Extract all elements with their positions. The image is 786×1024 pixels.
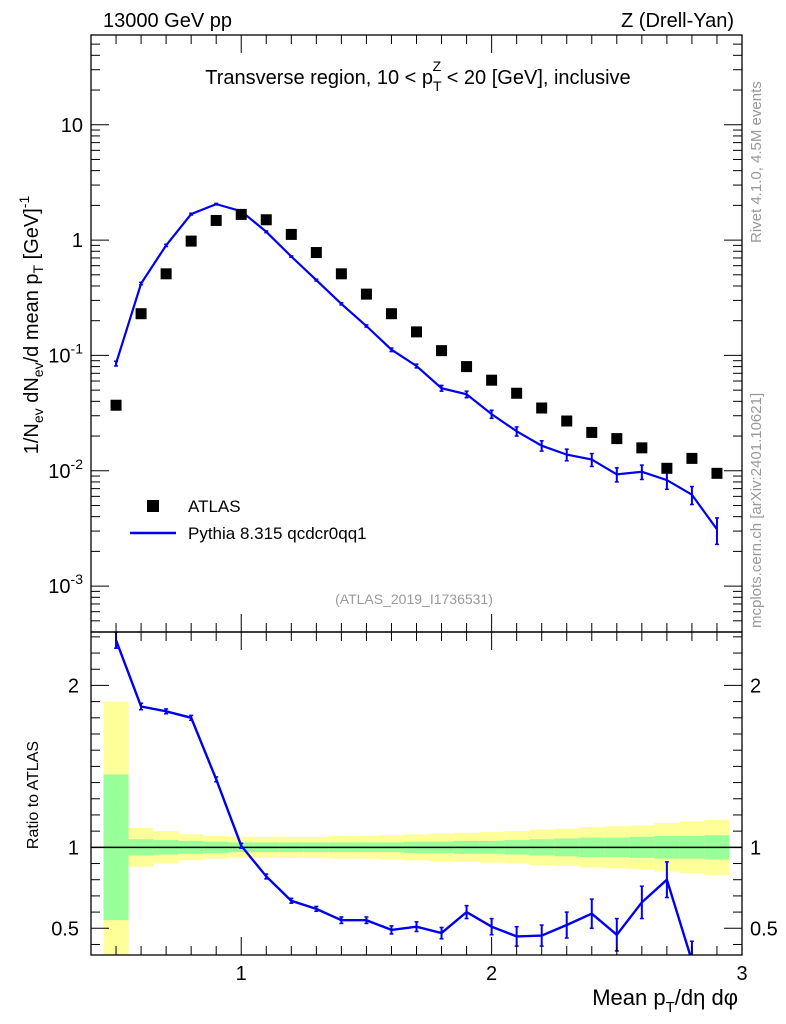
tick-exponent: -1 [71, 340, 84, 356]
legend-pythia-label: Pythia 8.315 qcdcr0qq1 [188, 524, 367, 543]
atlas-point-22 [661, 462, 673, 474]
ratio-ylabel: Ratio to ATLAS [25, 741, 42, 849]
tick-exponent: -3 [71, 571, 84, 587]
atlas-point-13 [436, 345, 448, 357]
tick-exponent: -2 [71, 456, 84, 472]
main-y-tick-label: 10-2 [48, 456, 83, 483]
main-y-tick-label: 10-3 [48, 571, 83, 598]
tick-base: 10 [48, 461, 70, 483]
atlas-point-9 [335, 268, 347, 280]
atlas-point-1 [135, 308, 147, 320]
x-tick-label: 2 [486, 963, 497, 985]
atlas-point-7 [285, 228, 297, 240]
atlas-point-15 [486, 374, 498, 386]
atlas-point-20 [611, 433, 623, 445]
plot-title: Transverse region, 10 < pTZ < 20 [GeV], … [205, 58, 630, 94]
pythia-series-main [114, 202, 719, 546]
ratio-y-tick-label-left: 0.5 [51, 918, 79, 940]
title-sup: Z [433, 58, 442, 74]
header-right: Z (Drell-Yan) [621, 10, 734, 32]
title-post: < 20 [GeV], inclusive [441, 67, 631, 89]
ratio-y-tick-label-left: 1 [68, 837, 79, 859]
ratio-series [114, 632, 694, 955]
legend-atlas-label: ATLAS [188, 497, 241, 516]
main-ylabel: 1/Nev dNev/d mean pT [GeV]-1 [16, 196, 46, 455]
header-left: 13000 GeV pp [103, 10, 232, 32]
atlas-point-14 [461, 361, 473, 373]
atlas-point-8 [310, 247, 322, 259]
legend-atlas-marker [147, 500, 159, 512]
annotation: (ATLAS_2019_I1736531) [335, 591, 493, 607]
mcplots-label: mcplots.cern.ch [arXiv:2401.10621] [748, 393, 765, 628]
main-y-tick-label: 10 [61, 115, 83, 137]
atlas-point-5 [235, 208, 247, 220]
ratio-uncertainty-bands [103, 701, 730, 955]
ratio-y-tick-label-right: 1 [750, 837, 761, 859]
plot-frames [90, 34, 743, 956]
x-tick-label: 3 [736, 963, 747, 985]
atlas-point-6 [260, 214, 272, 226]
main-y-tick-label: 10-1 [48, 340, 83, 367]
tick-base: 10 [48, 345, 70, 367]
ratio-frame [90, 631, 743, 956]
atlas-point-12 [411, 326, 422, 338]
atlas-point-4 [210, 214, 222, 226]
title-pre: Transverse region, 10 < p [205, 67, 433, 89]
ratio-y-tick-label-right: 2 [750, 675, 761, 697]
atlas-point-2 [160, 268, 172, 280]
title-sub: T [433, 78, 442, 94]
atlas-series-main [110, 208, 723, 479]
rivet-label: Rivet 4.1.0, 4.5M events [748, 81, 765, 243]
tick-base: 10 [48, 576, 70, 598]
ratio-y-tick-label-right: 0.5 [750, 918, 778, 940]
atlas-point-21 [636, 442, 648, 454]
ratio-y-tick-label-left: 2 [68, 675, 79, 697]
atlas-point-0 [110, 399, 122, 411]
xlabel: Mean pT/dη dφ [592, 985, 738, 1016]
legend: ATLAS Pythia 8.315 qcdcr0qq1 [130, 497, 367, 543]
atlas-point-17 [536, 402, 548, 414]
atlas-point-11 [385, 308, 397, 320]
main-y-tick-label: 1 [72, 230, 83, 252]
atlas-point-16 [511, 387, 523, 399]
x-tick-label: 1 [236, 963, 247, 985]
atlas-point-3 [185, 235, 197, 247]
atlas-point-24 [711, 467, 723, 479]
atlas-point-19 [586, 426, 598, 438]
atlas-point-23 [686, 452, 698, 464]
atlas-point-10 [360, 288, 372, 300]
axis-ticks [91, 34, 742, 955]
atlas-point-18 [561, 415, 573, 427]
